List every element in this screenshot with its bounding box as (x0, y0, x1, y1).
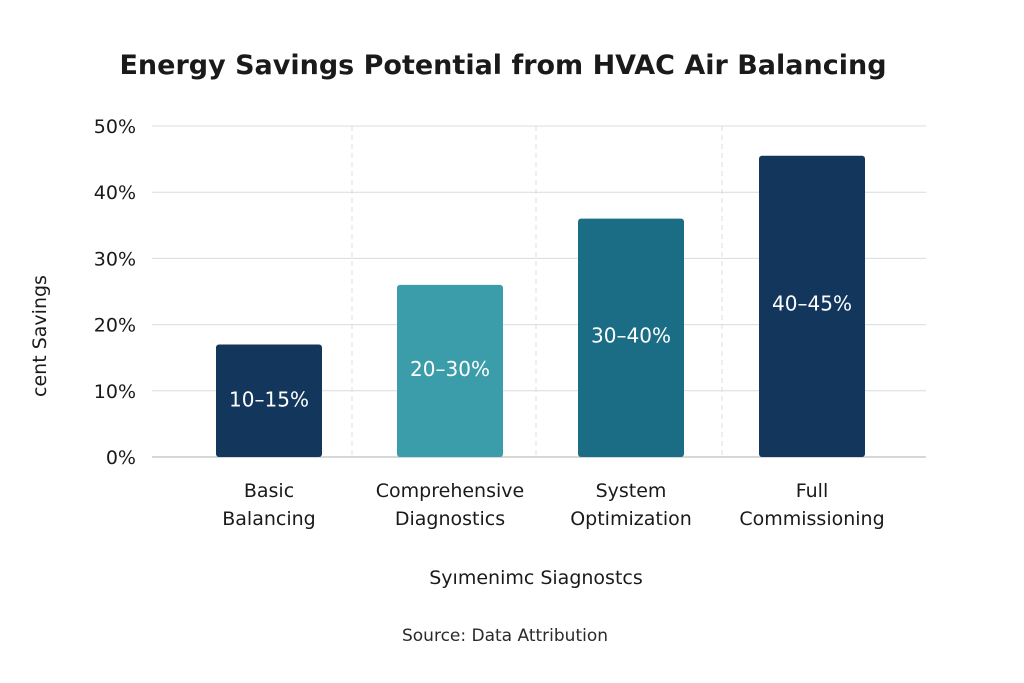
x-tick-label: Full Commissioning (739, 480, 884, 530)
bar-data-label: 30–40% (591, 323, 671, 347)
bar-data-label: 20–30% (410, 357, 490, 381)
bar (759, 155, 865, 458)
x-tick-label: Basic Balancing (222, 480, 315, 530)
x-axis-ticks: Basic Balancing Comprehensive Diagnostics Sy… (222, 480, 884, 530)
bar-data-label: 10–15% (229, 388, 309, 412)
bar-data-labels: 10–15% 20–30% 30–40% 40–45% (229, 291, 852, 411)
x-tick-label: Comprehensive Diagnostics (376, 480, 524, 530)
y-tick-label: 30% (94, 248, 136, 270)
bar-data-label: 40–45% (772, 291, 852, 315)
y-axis-label: cent Savings (29, 275, 51, 397)
y-tick-label: 20% (94, 315, 136, 337)
y-axis-ticks: 0% 10% 20% 30% 40% 50% (94, 116, 136, 469)
y-tick-label: 50% (94, 116, 136, 138)
x-tick-label: System Optimization (570, 480, 692, 530)
bar (397, 284, 503, 457)
source-note: Source: Data Attribution (402, 626, 608, 646)
bar (216, 344, 322, 457)
x-axis-label: Syımenimc Siagnostcs (429, 567, 643, 589)
y-tick-label: 0% (106, 447, 136, 469)
y-tick-label: 40% (94, 182, 136, 204)
bars (216, 155, 865, 458)
y-tick-label: 10% (94, 381, 136, 403)
bar (578, 218, 684, 457)
chart-title: Energy Savings Potential from HVAC Air B… (119, 50, 886, 81)
